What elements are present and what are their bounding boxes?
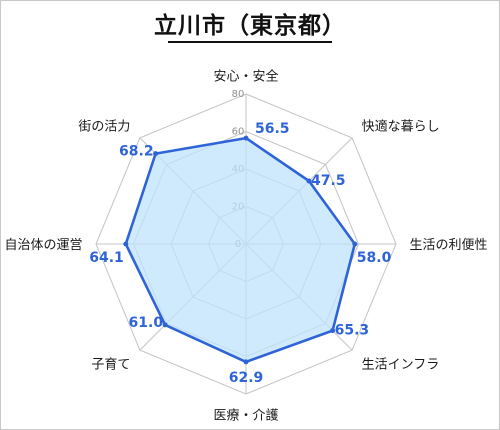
category-label-3: 生活インフラ	[362, 358, 440, 373]
category-label-7: 街の活力	[78, 119, 130, 134]
series-point-3	[330, 328, 336, 334]
series-point-7	[153, 151, 159, 157]
tick-label-60: 60	[232, 127, 245, 138]
radar-series	[123, 135, 358, 365]
category-label-6: 自治体の運営	[4, 238, 82, 253]
category-label-2: 生活の利便性	[410, 238, 488, 253]
value-label-6: 64.1	[89, 250, 124, 266]
series-point-2	[352, 241, 358, 247]
value-label-2: 58.0	[357, 250, 392, 266]
series-point-0	[243, 135, 249, 141]
value-label-4: 62.9	[229, 370, 264, 386]
value-label-0: 56.5	[255, 121, 290, 137]
series-point-6	[123, 241, 129, 247]
category-label-5: 子育て	[91, 357, 130, 373]
category-label-0: 安心・安全	[213, 69, 278, 85]
value-label-5: 61.0	[129, 315, 164, 331]
value-label-3: 65.3	[335, 323, 370, 339]
series-point-5	[162, 322, 168, 328]
value-labels: 56.5 47.5 58.0 65.3 62.9 61.0 64.1 68.2	[89, 121, 391, 386]
category-label-4: 医療・介護	[213, 408, 278, 424]
series-point-1	[306, 178, 312, 184]
series-point-4	[243, 359, 249, 365]
category-label-1: 快適な暮らし	[362, 118, 440, 134]
tick-label-80: 80	[232, 89, 245, 100]
value-label-1: 47.5	[311, 173, 346, 189]
title-underline	[168, 41, 332, 43]
chart-title: 立川市（東京都）	[154, 13, 346, 39]
value-label-7: 68.2	[119, 144, 154, 160]
